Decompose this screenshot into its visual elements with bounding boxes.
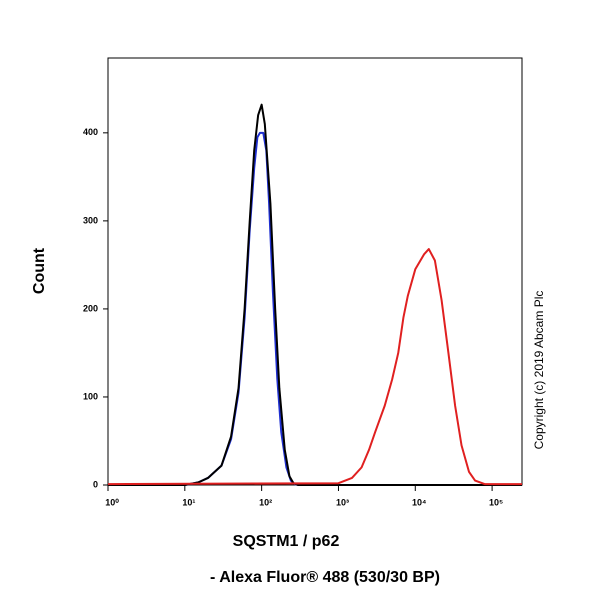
y-tick-label: 300 [83, 215, 98, 225]
y-tick-label: 400 [83, 127, 98, 137]
histogram-line [107, 248, 522, 486]
y-tick-label: 200 [83, 303, 98, 313]
x-tick-label: 10⁴ [412, 497, 426, 507]
x-tick-label: 10⁵ [489, 497, 503, 507]
x-axis-sublabel: - Alexa Fluor® 488 (530/30 BP) [210, 569, 440, 586]
histogram-line [108, 103, 522, 486]
y-tick-label: 0 [93, 479, 98, 489]
x-tick-label: 10¹ [182, 497, 195, 507]
x-axis-label: SQSTM1 / p62 [233, 533, 340, 550]
plot-frame [107, 57, 523, 486]
x-tick-label: 10² [259, 497, 272, 507]
y-tick-label: 100 [83, 391, 98, 401]
x-tick-label: 10³ [336, 497, 349, 507]
y-axis-label: Count [31, 247, 48, 294]
x-tick-label: 10⁰ [105, 497, 119, 507]
copyright: Copyright (c) 2019 Abcam Plc [532, 291, 546, 450]
